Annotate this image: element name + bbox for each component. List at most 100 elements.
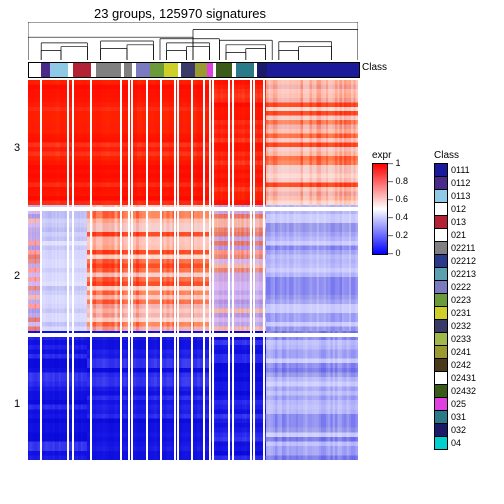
class-label: 0241	[451, 347, 471, 357]
column-gap	[203, 80, 205, 460]
class-column	[216, 63, 232, 77]
column-gap	[253, 80, 255, 460]
class-legend-row: 0111	[434, 163, 500, 176]
class-column	[96, 63, 121, 77]
class-label: 0111	[451, 165, 470, 175]
column-gap	[40, 80, 42, 460]
expr-tick: – 0.6	[388, 195, 408, 204]
column-gap	[67, 80, 69, 460]
class-label: 0242	[451, 360, 471, 370]
class-column	[124, 63, 132, 77]
column-gap	[228, 80, 230, 460]
class-legend-row: 0113	[434, 189, 500, 202]
class-column	[257, 63, 267, 77]
column-gap	[174, 80, 176, 460]
class-swatch	[434, 189, 448, 203]
class-column	[136, 63, 151, 77]
heatmap-region	[266, 80, 358, 205]
class-swatch	[434, 423, 448, 437]
expr-tick: – 0.8	[388, 177, 408, 186]
class-label: 025	[451, 399, 466, 409]
class-legend-title: Class	[434, 150, 500, 161]
class-legend-row: 0231	[434, 306, 500, 319]
expr-legend-gradient	[372, 163, 388, 255]
class-column	[195, 63, 207, 77]
class-swatch	[434, 371, 448, 385]
heatmap-region	[28, 331, 87, 460]
class-swatch	[434, 176, 448, 190]
class-swatch	[434, 332, 448, 346]
class-label: 021	[451, 230, 466, 240]
class-swatch	[434, 202, 448, 216]
class-legend-row: 02211	[434, 241, 500, 254]
expr-tick: – 0.2	[388, 231, 408, 240]
class-legend-row: 021	[434, 228, 500, 241]
class-column	[73, 63, 91, 77]
class-swatch	[434, 163, 448, 177]
class-legend-row: 031	[434, 410, 500, 423]
column-gap	[120, 80, 122, 460]
row-gap	[28, 207, 358, 211]
class-label: 012	[451, 204, 466, 214]
class-column	[150, 63, 164, 77]
heatmap-region	[266, 205, 358, 330]
expr-legend-title: expr	[372, 150, 430, 161]
column-gap	[212, 80, 214, 460]
class-swatch	[434, 254, 448, 268]
class-swatch	[434, 384, 448, 398]
class-legend-row: 0241	[434, 345, 500, 358]
class-label: 0233	[451, 334, 471, 344]
column-gap	[90, 80, 92, 460]
heatmap-region	[41, 205, 87, 330]
class-legend-row: 02212	[434, 254, 500, 267]
class-color-bar	[28, 62, 360, 78]
class-legend-row: 02431	[434, 371, 500, 384]
column-gap	[263, 80, 265, 460]
class-legend-row: 04	[434, 436, 500, 449]
class-column	[29, 63, 41, 77]
class-legend-row: 032	[434, 423, 500, 436]
column-gap	[232, 80, 234, 460]
class-legend-row: 013	[434, 215, 500, 228]
expr-tick: – 1	[388, 159, 401, 168]
column-gap	[177, 80, 179, 460]
class-column	[181, 63, 195, 77]
class-legend-row: 0242	[434, 358, 500, 371]
class-label: 013	[451, 217, 466, 227]
column-gap	[191, 80, 193, 460]
expr-tick: – 0	[388, 249, 401, 258]
class-swatch	[434, 215, 448, 229]
class-label: 02212	[451, 256, 476, 266]
class-legend-row: 025	[434, 397, 500, 410]
class-column	[50, 63, 68, 77]
expr-tick: – 0.4	[388, 213, 408, 222]
class-legend-row: 0222	[434, 280, 500, 293]
class-label: 0231	[451, 308, 471, 318]
class-label: 0222	[451, 282, 471, 292]
column-gap	[160, 80, 162, 460]
column-gap	[209, 80, 211, 460]
class-column	[164, 63, 178, 77]
class-swatch	[434, 267, 448, 281]
class-swatch	[434, 436, 448, 450]
class-swatch	[434, 293, 448, 307]
class-label: 0113	[451, 191, 470, 201]
heatmap-main	[28, 80, 358, 460]
heatmap-region	[266, 331, 358, 460]
class-legend-row: 0112	[434, 176, 500, 189]
class-label: 02211	[451, 243, 475, 253]
class-legend: Class 0111 0112 0113 012 013 021 02211 02212 022…	[434, 150, 500, 449]
class-label: 032	[451, 425, 466, 435]
class-column	[41, 63, 50, 77]
row-cluster-label-3: 3	[14, 142, 20, 154]
class-label: 0223	[451, 295, 471, 305]
class-label: 0112	[451, 178, 470, 188]
class-label: 0232	[451, 321, 471, 331]
class-swatch	[434, 410, 448, 424]
class-label: 04	[451, 438, 461, 448]
class-swatch	[434, 306, 448, 320]
class-label: 02432	[451, 386, 476, 396]
class-label: 02213	[451, 269, 476, 279]
heatmap-region	[210, 80, 266, 205]
column-gap	[72, 80, 74, 460]
